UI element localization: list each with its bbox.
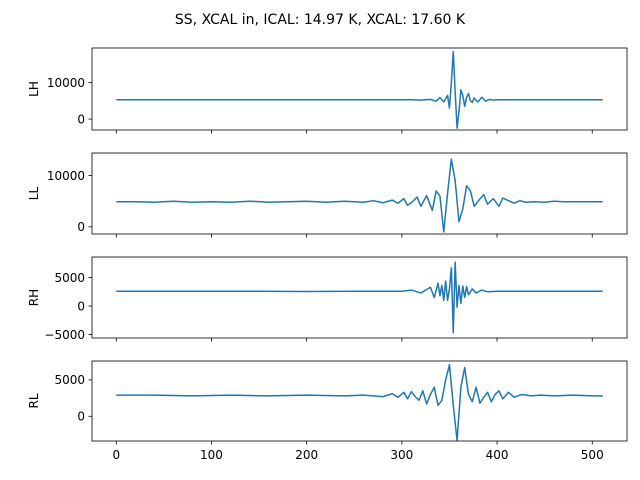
y-tick-label: 0: [77, 112, 85, 126]
subplot-rh: −5000 0 5000 RH: [27, 256, 628, 342]
axes-frame: [91, 360, 628, 442]
axes-frame: [91, 256, 628, 339]
y-axis-label: LH: [27, 81, 41, 97]
y-tick-label: 0: [77, 410, 85, 424]
x-tick-label: 0: [112, 448, 120, 462]
y-tick-label: 10000: [47, 76, 85, 90]
x-tick-label: 300: [390, 448, 413, 462]
y-tick-label: −5000: [44, 328, 85, 342]
y-axis-label: RH: [27, 289, 41, 306]
y-axis-label: LL: [27, 187, 41, 201]
axes-frame: [91, 152, 628, 235]
subplot-rl: 0 5000 RL 0 100 200 300 400 500: [27, 360, 628, 462]
y-tick-label: 5000: [54, 373, 85, 387]
axes-frame: [91, 47, 628, 131]
y-tick-label: 5000: [54, 271, 85, 285]
series-line-rl: [116, 363, 603, 441]
x-tick-label: 100: [200, 448, 223, 462]
x-tick-label: 400: [486, 448, 509, 462]
series-line-lh: [116, 50, 603, 129]
figure-title: SS, XCAL in, ICAL: 14.97 K, XCAL: 17.60 …: [175, 12, 466, 28]
subplot-ll: 0 10000 LL: [27, 152, 628, 238]
x-tick-label: 500: [581, 448, 604, 462]
series-line-rh: [116, 261, 603, 334]
subplots: 0 10000 LH 0 10000 LL −5000 0 5000 RH 0 5000 RL 0 100 2…: [27, 47, 628, 462]
y-tick-label: 0: [77, 220, 85, 234]
y-axis-label: RL: [27, 393, 41, 408]
series-line-ll: [116, 158, 603, 233]
x-tick-label: 200: [295, 448, 318, 462]
y-tick-label: 10000: [47, 169, 85, 183]
subplot-lh: 0 10000 LH: [27, 47, 628, 134]
y-tick-label: 0: [77, 299, 85, 313]
